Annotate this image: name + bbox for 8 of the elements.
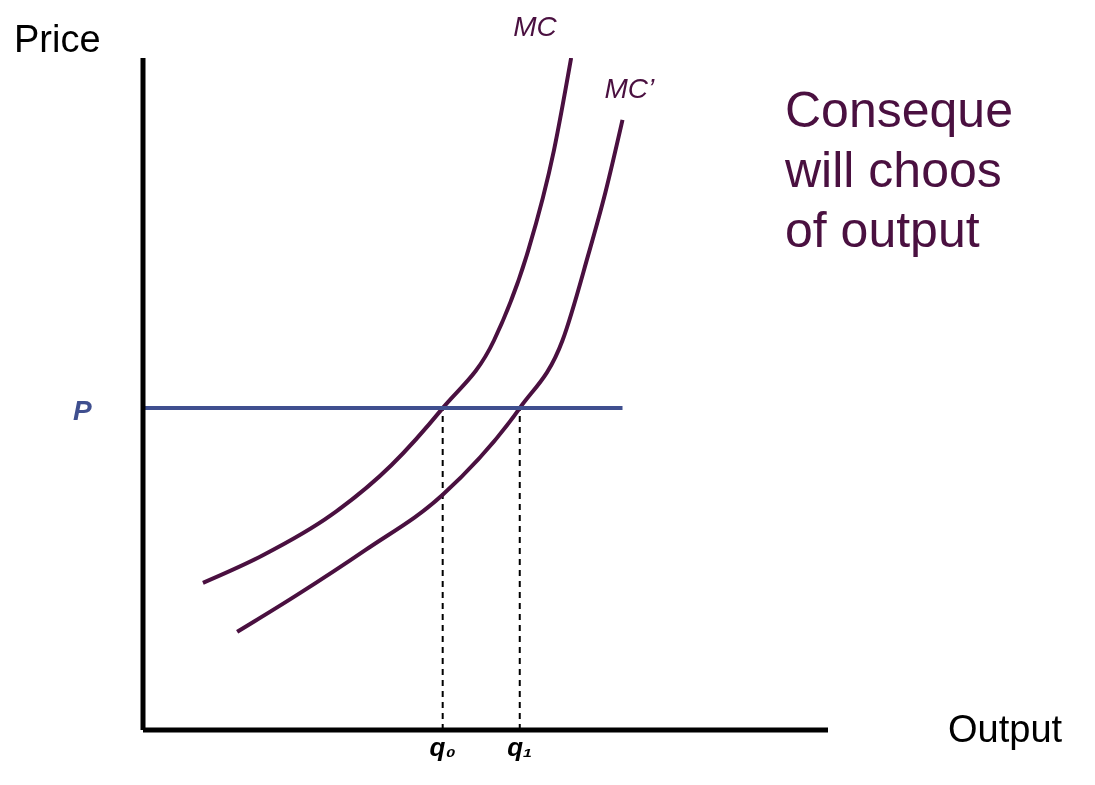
- series-label: MC: [513, 11, 558, 42]
- series-label: P: [73, 395, 92, 427]
- x-tick-label: q₁: [507, 732, 533, 763]
- y-axis-title: Price: [14, 18, 101, 61]
- x-axis-title: Output: [948, 708, 1063, 751]
- series-label: MC’: [604, 72, 656, 104]
- annotation: Conseque will choos of output: [785, 81, 1013, 260]
- x-tick-label: q₀: [429, 732, 456, 763]
